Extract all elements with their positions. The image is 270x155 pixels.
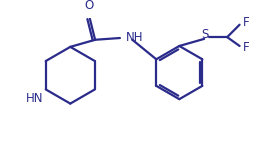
- Text: F: F: [243, 16, 250, 29]
- Text: NH: NH: [126, 31, 144, 44]
- Text: F: F: [243, 41, 250, 54]
- Text: S: S: [201, 28, 209, 41]
- Text: HN: HN: [26, 92, 44, 105]
- Text: O: O: [84, 0, 93, 12]
